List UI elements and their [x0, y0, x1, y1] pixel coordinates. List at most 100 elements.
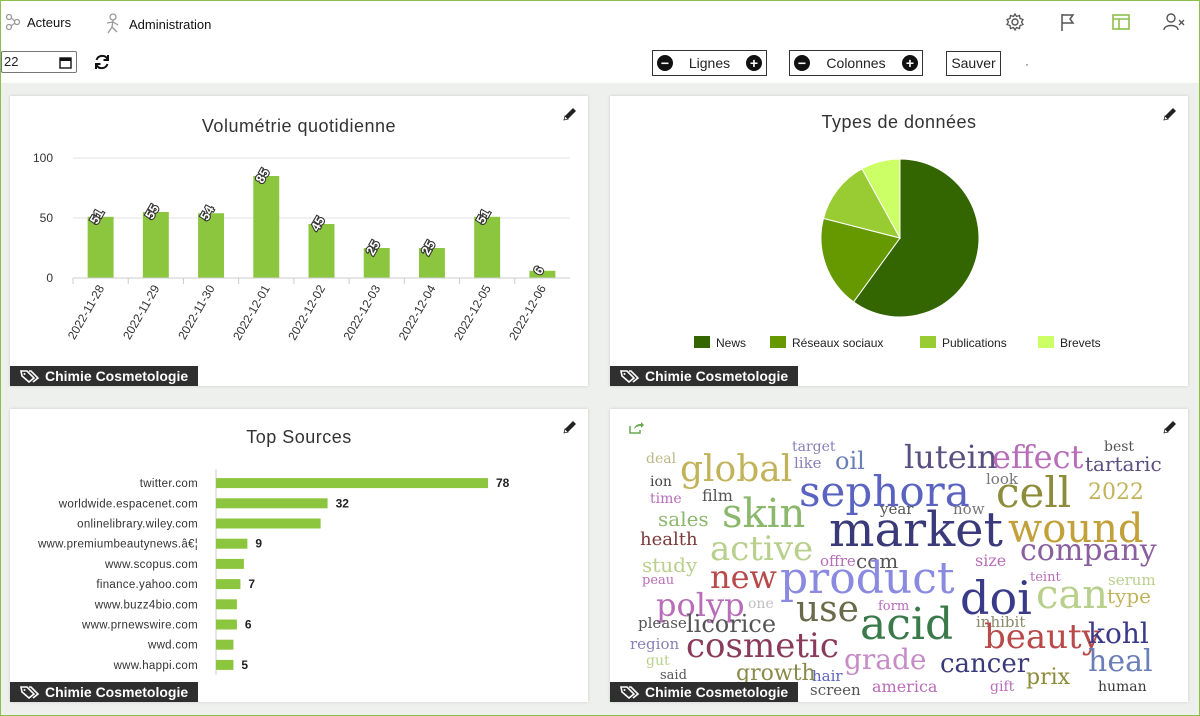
save-button[interactable]: Sauver	[946, 51, 1001, 76]
gear-icon[interactable]	[1005, 12, 1025, 32]
word-cloud-word[interactable]: best	[1104, 439, 1135, 455]
edit-pencil-icon[interactable]	[562, 419, 578, 435]
x-tick-label: 2022-12-01	[230, 282, 273, 342]
project-tag-label: Chimie Cosmetologie	[45, 684, 189, 700]
bar-data-label: 78	[496, 476, 510, 490]
word-cloud-word[interactable]: oil	[835, 447, 865, 475]
legend-label: Brevets	[1060, 336, 1101, 350]
word-cloud-word[interactable]: sales	[658, 507, 709, 531]
dashboard-toolbar: 22 − Lignes + − Colonnes + Sauver ·	[1, 43, 1199, 83]
edit-pencil-icon[interactable]	[1162, 106, 1178, 122]
edit-pencil-icon[interactable]	[1162, 419, 1178, 435]
word-cloud-word[interactable]: acid	[860, 599, 954, 650]
word-cloud-word[interactable]: beauty	[984, 617, 1101, 657]
word-cloud-word[interactable]: active	[710, 529, 814, 569]
word-cloud-word[interactable]: inhibit	[976, 613, 1026, 631]
word-cloud-word[interactable]: please	[638, 614, 687, 632]
calendar-icon[interactable]	[59, 56, 72, 69]
category-label: www.happi.com	[113, 660, 198, 672]
word-cloud-word[interactable]: heal	[1088, 644, 1153, 679]
word-cloud-word[interactable]: one	[748, 596, 774, 612]
word-cloud-word[interactable]: effect	[992, 438, 1084, 476]
word-cloud-word[interactable]: size	[975, 551, 1007, 570]
category-label: www.buzz4bio.com	[94, 599, 198, 611]
word-cloud-word[interactable]: use	[796, 589, 859, 630]
x-tick-label: 2022-12-06	[506, 282, 549, 342]
word-cloud-word[interactable]: like	[794, 454, 822, 472]
word-cloud-word[interactable]: company	[1020, 533, 1157, 568]
word-cloud-word[interactable]: grade	[844, 643, 927, 676]
word-cloud-word[interactable]: 2022	[1088, 480, 1144, 505]
word-cloud-word[interactable]: film	[702, 486, 733, 505]
word-cloud-word[interactable]: gift	[990, 679, 1015, 695]
project-tag[interactable]: Chimie Cosmetologie	[10, 366, 199, 386]
word-cloud-word[interactable]: year	[880, 500, 914, 518]
bar	[418, 248, 445, 278]
word-cloud-word[interactable]: cell	[996, 468, 1072, 517]
word-cloud-word[interactable]: peau	[642, 573, 675, 588]
word-cloud-word[interactable]: now	[953, 500, 985, 518]
word-cloud-word[interactable]: time	[650, 491, 682, 507]
lines-increase-button[interactable]: +	[746, 55, 762, 71]
bar-data-label: 9	[255, 537, 262, 551]
lines-decrease-button[interactable]: −	[657, 55, 673, 71]
word-cloud-word[interactable]: screen	[810, 681, 861, 699]
word-cloud-word[interactable]: licorice	[686, 610, 777, 638]
nav-item-administration[interactable]: Administration	[103, 13, 211, 35]
word-cloud-word[interactable]: doi	[960, 571, 1032, 625]
category-label: www.prnewswire.com	[81, 620, 198, 632]
refresh-icon[interactable]	[93, 53, 111, 71]
legend-label: Publications	[942, 336, 1007, 350]
edit-pencil-icon[interactable]	[562, 106, 578, 122]
word-cloud-word[interactable]: study	[642, 553, 698, 577]
word-cloud-word[interactable]: prix	[1026, 665, 1071, 690]
nav-item-acteurs[interactable]: Acteurs	[5, 13, 71, 31]
word-cloud-word[interactable]: form	[878, 599, 910, 614]
word-cloud-word[interactable]: polyp	[656, 586, 745, 624]
word-cloud-word[interactable]: lutein	[904, 438, 998, 476]
user-remove-icon[interactable]	[1163, 12, 1185, 32]
top-sources-chart: twitter.com 78 worldwide.espacenet.com 32 on…	[37, 469, 510, 675]
word-cloud-word[interactable]: tartaric	[1085, 452, 1162, 476]
word-cloud-word[interactable]: skin	[722, 491, 806, 537]
word-cloud-word[interactable]: cancer	[940, 649, 1030, 679]
columns-decrease-button[interactable]: −	[794, 55, 810, 71]
word-cloud-word[interactable]: wound	[1008, 506, 1144, 552]
date-input[interactable]: 22	[1, 51, 77, 73]
flag-icon[interactable]	[1059, 12, 1077, 32]
project-tag[interactable]: Chimie Cosmetologie	[610, 366, 799, 386]
panel-volumetrie: Volumétrie quotidienne 0 50 100 51 2022-11-2…	[10, 96, 588, 386]
columns-increase-button[interactable]: +	[902, 55, 918, 71]
word-cloud-word[interactable]: look	[986, 470, 1018, 488]
word-cloud-word[interactable]: gut	[646, 653, 670, 669]
word-cloud-word[interactable]: global	[680, 449, 793, 490]
word-cloud-word[interactable]: hair	[812, 667, 843, 685]
x-tick-label: 2022-12-03	[341, 282, 384, 342]
layout-icon[interactable]	[1111, 12, 1131, 32]
word-cloud-word[interactable]: region	[630, 635, 680, 653]
word-cloud-word[interactable]: can	[1036, 572, 1109, 618]
word-cloud-word[interactable]: ion	[650, 474, 672, 490]
word-cloud-word[interactable]: health	[640, 529, 698, 550]
word-cloud-word[interactable]: said	[660, 668, 687, 683]
word-cloud-word[interactable]: type	[1107, 584, 1151, 608]
word-cloud-word[interactable]: com	[856, 549, 899, 573]
project-tag[interactable]: Chimie Cosmetologie	[10, 682, 199, 702]
pie-slice	[822, 168, 901, 239]
word-cloud-word[interactable]: human	[1098, 679, 1147, 695]
word-cloud-word[interactable]: america	[872, 677, 938, 696]
word-cloud-word[interactable]: sephora	[799, 467, 970, 516]
word-cloud-word[interactable]: offre	[820, 552, 856, 570]
word-cloud-word[interactable]: product	[780, 553, 955, 604]
word-cloud-word[interactable]: growth	[736, 661, 816, 686]
word-cloud-word[interactable]: target	[792, 439, 836, 455]
project-tag[interactable]: Chimie Cosmetologie	[610, 682, 799, 702]
word-cloud-word[interactable]: new	[710, 558, 777, 596]
word-cloud-word[interactable]: market	[829, 502, 1003, 558]
word-cloud-word[interactable]: kohl	[1088, 617, 1149, 650]
word-cloud-word[interactable]: cosmetic	[686, 626, 839, 666]
word-cloud-word[interactable]: deal	[646, 451, 677, 467]
share-icon[interactable]	[628, 421, 644, 435]
word-cloud-word[interactable]: serum	[1108, 571, 1156, 589]
word-cloud-word[interactable]: teint	[1030, 570, 1061, 585]
